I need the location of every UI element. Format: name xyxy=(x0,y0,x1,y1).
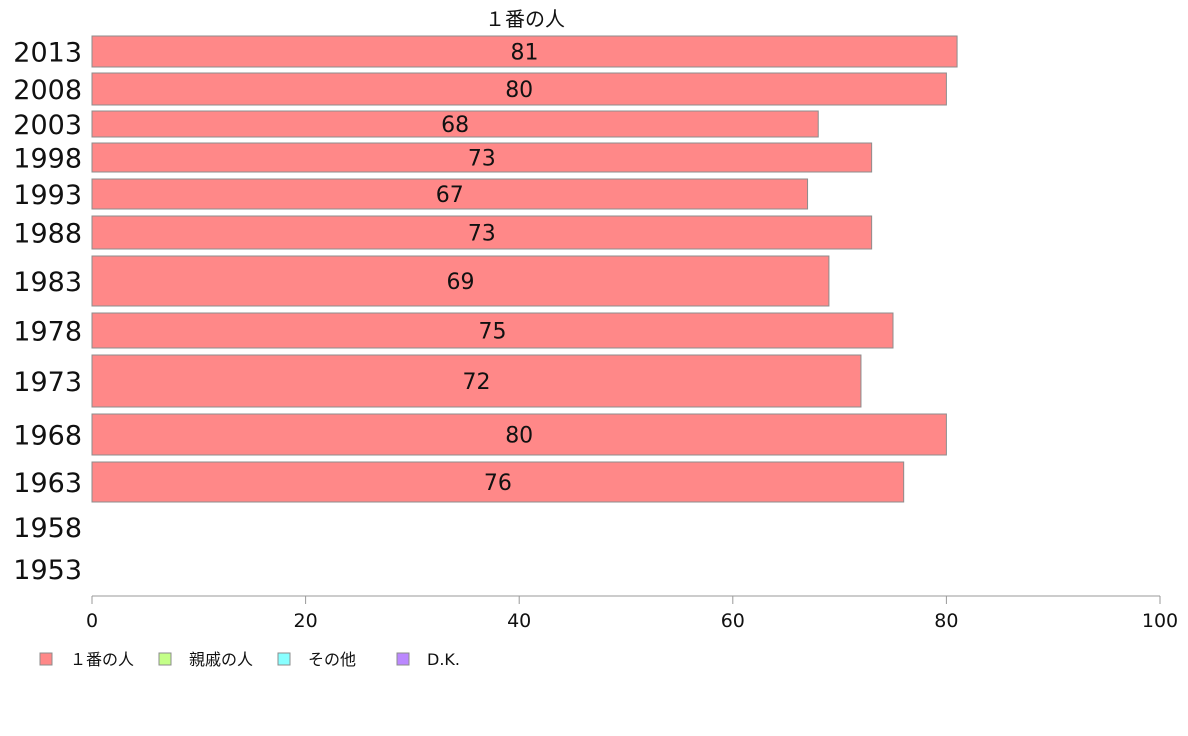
legend-label-3: D.K. xyxy=(427,650,460,669)
legend-label-1: 親戚の人 xyxy=(189,650,253,669)
category-label-2013: 2013 xyxy=(13,38,82,69)
bar-value-label-2003: 68 xyxy=(441,113,469,138)
bar-value-label-1998: 73 xyxy=(468,147,496,172)
category-label-1988: 1988 xyxy=(13,219,82,250)
x-tick-label-80: 80 xyxy=(934,610,958,632)
x-tick-label-100: 100 xyxy=(1142,610,1178,632)
bar-1963-series-0 xyxy=(91,461,905,503)
bar-1998-series-0 xyxy=(91,142,873,173)
bar-value-label-1993: 67 xyxy=(436,183,464,208)
legend-label-2: その他 xyxy=(308,650,356,669)
x-tick-label-0: 0 xyxy=(86,610,98,632)
category-label-1958: 1958 xyxy=(13,513,82,544)
bar-value-label-1973: 72 xyxy=(462,370,490,395)
bar-1973-series-0 xyxy=(91,354,862,408)
category-label-2003: 2003 xyxy=(13,110,82,141)
category-label-1953: 1953 xyxy=(13,555,82,586)
x-axis: 0 20 40 60 80 100 xyxy=(86,595,1178,632)
legend-swatch-0 xyxy=(39,652,53,666)
bar-2003-series-0 xyxy=(91,110,819,138)
bar-2008-series-0 xyxy=(91,72,947,106)
x-tick-label-20: 20 xyxy=(294,610,318,632)
category-label-2008: 2008 xyxy=(13,75,82,106)
bar-2013-series-0 xyxy=(91,35,958,68)
bar-value-label-2008: 80 xyxy=(505,78,533,103)
legend: １番の人 親戚の人 その他 D.K. xyxy=(39,650,460,669)
legend-swatch-1 xyxy=(158,652,172,666)
category-label-1993: 1993 xyxy=(13,180,82,211)
bar-1983-series-0 xyxy=(91,255,830,307)
legend-swatch-2 xyxy=(277,652,291,666)
legend-label-0: １番の人 xyxy=(70,650,134,669)
category-label-1983: 1983 xyxy=(13,267,82,298)
category-label-1963: 1963 xyxy=(13,468,82,499)
category-label-1978: 1978 xyxy=(13,317,82,348)
bar-value-label-1983: 69 xyxy=(446,270,474,295)
category-label-1968: 1968 xyxy=(13,421,82,452)
bar-1993-series-0 xyxy=(91,178,809,210)
x-tick-label-40: 40 xyxy=(507,610,531,632)
bar-value-label-2013: 81 xyxy=(511,41,539,66)
series-header-label: １番の人 xyxy=(485,7,565,31)
bar-value-label-1968: 80 xyxy=(505,424,533,449)
bar-value-label-1978: 75 xyxy=(479,320,507,345)
bar-1988-series-0 xyxy=(91,215,873,250)
bar-value-label-1963: 76 xyxy=(484,471,512,496)
bar-1978-series-0 xyxy=(91,312,894,349)
legend-swatch-3 xyxy=(396,652,410,666)
x-tick-label-60: 60 xyxy=(721,610,745,632)
category-label-1998: 1998 xyxy=(13,144,82,175)
category-label-1973: 1973 xyxy=(13,367,82,398)
bar-1968-series-0 xyxy=(91,413,947,456)
bar-value-label-1988: 73 xyxy=(468,222,496,247)
